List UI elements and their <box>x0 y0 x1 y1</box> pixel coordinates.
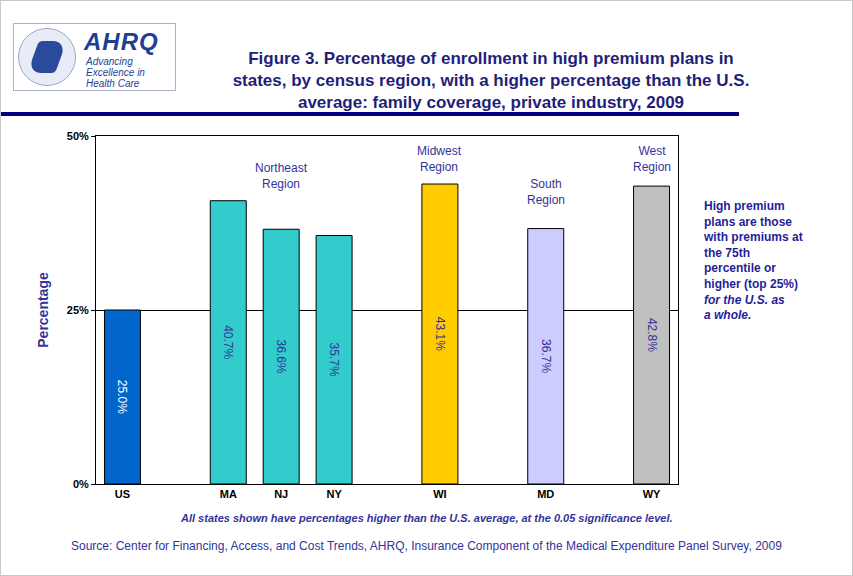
svg-text:WI: WI <box>433 488 446 500</box>
svg-text:NY: NY <box>326 488 342 500</box>
svg-text:Source: Center for Financing,: Source: Center for Financing, Access, an… <box>71 539 782 553</box>
svg-text:SouthRegion: SouthRegion <box>527 177 565 207</box>
svg-text:High premiumplans are thosewit: High premiumplans are thosewith premiums… <box>703 199 803 322</box>
svg-text:40.7%: 40.7% <box>221 325 235 359</box>
html-text:Advancing Excellence in Health: Advancing Excellence in Health Care <box>86 56 145 89</box>
html-text:AHRQ: AHRQ <box>84 28 159 55</box>
svg-text:US: US <box>115 488 130 500</box>
svg-text:WY: WY <box>643 488 661 500</box>
svg-text:25.0%: 25.0% <box>115 380 129 414</box>
svg-text:35.7%: 35.7% <box>327 343 341 377</box>
svg-text:36.7%: 36.7% <box>539 339 553 373</box>
svg-text:36.6%: 36.6% <box>274 339 288 373</box>
svg-text:Figure 3. Percentage of enroll: Figure 3. Percentage of enrollment in hi… <box>233 49 750 112</box>
svg-text:43.1%: 43.1% <box>433 317 447 351</box>
svg-text:WestRegion: WestRegion <box>633 144 671 174</box>
svg-text:All states shown have percenta: All states shown have percentages higher… <box>180 512 673 524</box>
svg-text:Percentage: Percentage <box>35 272 51 348</box>
svg-text:MA: MA <box>220 488 237 500</box>
svg-text:MD: MD <box>537 488 554 500</box>
svg-text:25%: 25% <box>67 304 89 316</box>
svg-text:42.8%: 42.8% <box>645 318 659 352</box>
svg-text:MidwestRegion: MidwestRegion <box>417 144 462 174</box>
svg-text:NortheastRegion: NortheastRegion <box>255 161 308 191</box>
svg-text:NJ: NJ <box>274 488 288 500</box>
svg-text:50%: 50% <box>67 130 89 142</box>
svg-text:0%: 0% <box>73 478 89 490</box>
